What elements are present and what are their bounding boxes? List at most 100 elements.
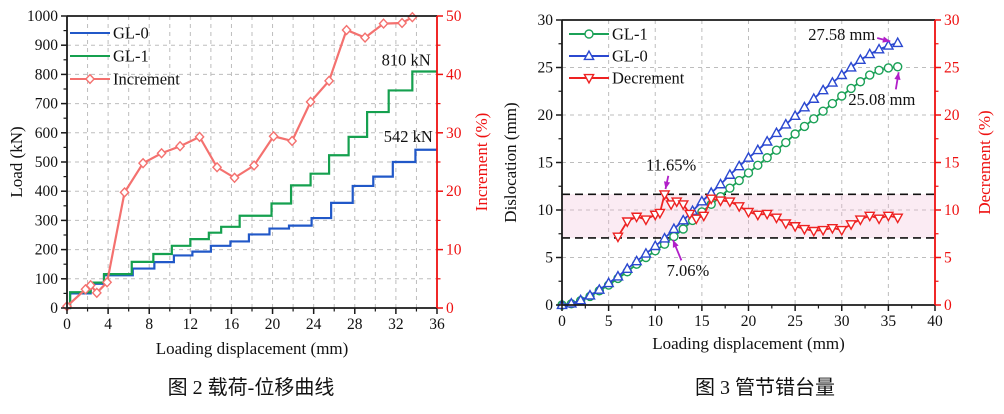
triangle-down-marker bbox=[845, 220, 857, 231]
circle-marker bbox=[669, 231, 679, 242]
annotation-text: 11.65% bbox=[646, 155, 697, 174]
triangle-down-marker bbox=[640, 215, 652, 226]
diamond-marker bbox=[137, 157, 149, 169]
triangle-up-marker bbox=[854, 53, 867, 65]
x-tick-label: 36 bbox=[429, 316, 445, 333]
annotation-text: 810 kN bbox=[382, 50, 431, 69]
legend-label: Increment bbox=[113, 70, 180, 89]
series-GL-0 bbox=[556, 36, 904, 310]
y-right-tick-label: 0 bbox=[944, 297, 952, 314]
y-right-tick-label: 25 bbox=[944, 60, 960, 77]
triangle-down-marker bbox=[817, 225, 829, 237]
triangle-up-marker bbox=[882, 39, 895, 50]
triangle-up-marker bbox=[658, 232, 671, 243]
series-Increment bbox=[61, 11, 418, 312]
y-right-tick-label: 10 bbox=[944, 202, 960, 219]
y-left-axis-title: Dislocation (mm) bbox=[502, 102, 520, 222]
y-left-tick-label: 600 bbox=[35, 125, 59, 142]
annotation-text: 25.08 mm bbox=[848, 90, 915, 109]
annotation-text: 542 kN bbox=[384, 127, 433, 146]
triangle-down-marker bbox=[690, 214, 703, 225]
triangle-down-marker bbox=[583, 73, 595, 85]
figure-2: 0 4 8 12 16 20 24 28 32 36 0 100 200 300 400 500 600 700 8… bbox=[0, 0, 502, 400]
triangle-down-marker bbox=[697, 211, 710, 223]
triangle-down-marker bbox=[630, 212, 643, 223]
circle-marker bbox=[781, 137, 791, 148]
triangle-up-marker bbox=[891, 36, 904, 48]
triangle-down-marker bbox=[891, 213, 904, 224]
triangle-up-marker bbox=[583, 49, 595, 61]
y-right-axis-title: Decrement (%) bbox=[975, 110, 994, 214]
y-right-tick-label: 20 bbox=[446, 183, 462, 200]
triangle-down-marker bbox=[863, 211, 876, 223]
circle-marker bbox=[874, 65, 884, 76]
diamond-marker bbox=[324, 75, 335, 87]
triangle-up-marker bbox=[807, 92, 820, 103]
circle-marker bbox=[855, 77, 866, 87]
y-right-tick-label: 50 bbox=[446, 8, 462, 25]
triangle-down-marker bbox=[705, 194, 717, 205]
triangle-down-marker bbox=[854, 215, 867, 226]
triangle-up-marker bbox=[835, 68, 848, 80]
triangle-up-marker bbox=[612, 270, 624, 281]
figure-3: 0 5 10 15 20 25 30 35 40 0 5 10 15 20 25 30 0 5 10 15 20 25 30… bbox=[502, 0, 1004, 400]
triangle-down-marker bbox=[770, 213, 783, 224]
triangle-down-marker bbox=[677, 200, 690, 211]
x-tick-label: 20 bbox=[741, 313, 757, 330]
y-left-tick-label: 20 bbox=[538, 107, 554, 124]
y-left-tick-label: 30 bbox=[538, 12, 554, 29]
annotations: 810 kN 542 kN bbox=[382, 50, 433, 146]
diamond-marker bbox=[84, 73, 96, 85]
triangle-up-marker bbox=[714, 178, 727, 189]
y-right-tick-label: 5 bbox=[944, 250, 952, 267]
triangle-up-marker bbox=[574, 293, 587, 305]
triangle-up-marker bbox=[696, 195, 708, 206]
circle-marker bbox=[837, 91, 847, 101]
triangle-down-marker bbox=[658, 190, 671, 201]
triangle-down-marker bbox=[742, 207, 755, 219]
diamond-marker bbox=[248, 160, 260, 171]
triangle-up-marker bbox=[733, 159, 745, 171]
circle-marker bbox=[762, 153, 772, 163]
circle-marker bbox=[799, 121, 810, 132]
diamond-marker bbox=[305, 96, 316, 108]
axis-titles: Loading displacement (mm) Load (kN) Increm… bbox=[7, 113, 491, 358]
triangle-down-marker bbox=[882, 211, 895, 223]
x-tick-label: 4 bbox=[104, 316, 112, 333]
diamond-marker bbox=[359, 32, 371, 44]
y-left-tick-label: 5 bbox=[545, 250, 553, 267]
y-left-tick-label: 800 bbox=[35, 66, 59, 83]
y-right-axis-title: Increment (%) bbox=[472, 113, 491, 212]
triangle-down-marker bbox=[789, 222, 801, 233]
triangle-up-marker bbox=[789, 109, 801, 121]
annotation-text: 27.58 mm bbox=[808, 25, 875, 44]
y-left-tick-label: 300 bbox=[35, 212, 59, 229]
circle-marker bbox=[893, 62, 903, 72]
triangle-up-marker bbox=[649, 239, 662, 251]
legend-label: GL-1 bbox=[612, 25, 648, 44]
x-tick-label: 8 bbox=[145, 316, 153, 333]
y-left-tick-label: 15 bbox=[538, 155, 554, 172]
y-left-tick-label: 100 bbox=[35, 271, 59, 288]
triangle-down-marker bbox=[733, 202, 745, 213]
triangle-up-marker bbox=[593, 283, 606, 294]
triangle-up-marker bbox=[677, 214, 690, 225]
x-tick-label: 35 bbox=[881, 313, 897, 330]
diamond-marker bbox=[229, 172, 240, 184]
diamond-marker bbox=[119, 186, 130, 198]
triangle-down-marker bbox=[612, 232, 624, 243]
diamond-marker bbox=[378, 18, 389, 30]
diamond-marker bbox=[396, 17, 408, 29]
y-right-tick-label: 30 bbox=[446, 125, 462, 142]
legend: GL-0 GL-1 Increment bbox=[70, 24, 180, 89]
triangle-down-marker bbox=[835, 225, 848, 237]
tick-labels: 0 4 8 12 16 20 24 28 32 3601002003004005006007008… bbox=[27, 8, 462, 333]
triangle-up-marker bbox=[621, 262, 634, 273]
x-tick-label: 15 bbox=[694, 313, 710, 330]
legend-label: GL-0 bbox=[612, 47, 648, 66]
triangle-up-marker bbox=[668, 222, 680, 234]
y-left-tick-label: 500 bbox=[35, 154, 59, 171]
y-left-tick-label: 400 bbox=[35, 183, 59, 200]
series-Decrement bbox=[612, 190, 904, 243]
